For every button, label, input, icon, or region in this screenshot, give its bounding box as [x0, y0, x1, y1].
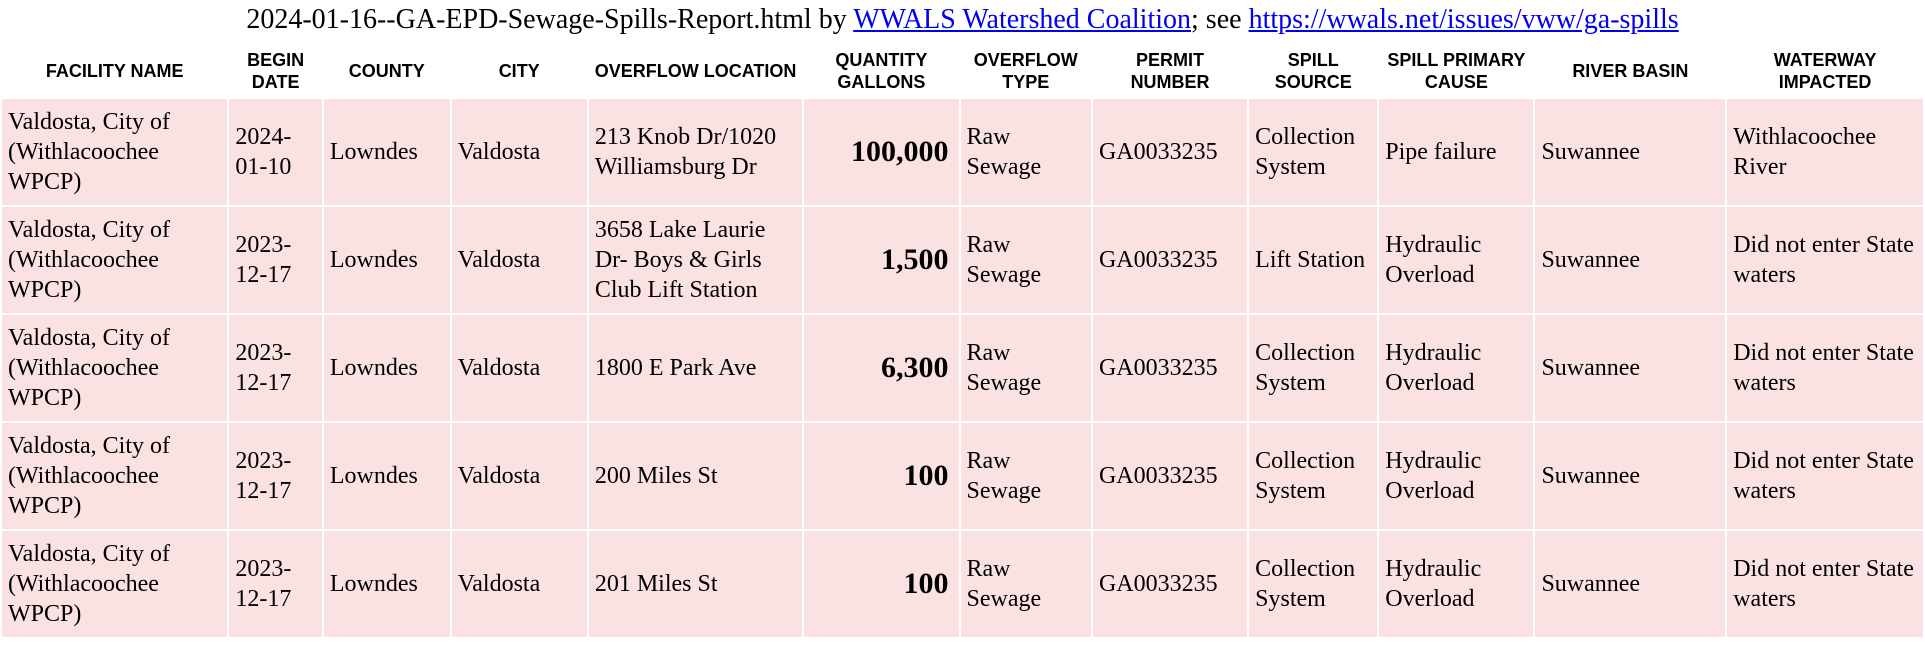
cell-cause: Pipe failure: [1379, 99, 1533, 205]
cell-overflow_type: Raw Sewage: [961, 315, 1091, 421]
cell-permit: GA0033235: [1093, 531, 1247, 637]
cell-county: Lowndes: [324, 531, 450, 637]
col-quantity: QUANTITY GALLONS: [804, 46, 958, 97]
cell-begin_date: 2023-12-17: [229, 423, 322, 529]
cell-waterway: Did not enter State waters: [1727, 207, 1923, 313]
cell-quantity: 6,300: [804, 315, 958, 421]
col-cause: SPILL PRIMARY CAUSE: [1379, 46, 1533, 97]
col-city: CITY: [452, 46, 587, 97]
col-begin-date: BEGIN DATE: [229, 46, 322, 97]
cell-permit: GA0033235: [1093, 423, 1247, 529]
col-waterway: WATERWAY IMPACTED: [1727, 46, 1923, 97]
col-basin: RIVER BASIN: [1535, 46, 1725, 97]
col-source: SPILL SOURCE: [1249, 46, 1377, 97]
table-row: Valdosta, City of (Withlacoochee WPCP)20…: [2, 531, 1923, 637]
cell-waterway: Withlacoochee River: [1727, 99, 1923, 205]
col-facility: FACILITY NAME: [2, 46, 227, 97]
cell-quantity: 100,000: [804, 99, 958, 205]
cell-cause: Hydraulic Overload: [1379, 531, 1533, 637]
cell-location: 200 Miles St: [589, 423, 803, 529]
org-link[interactable]: WWALS Watershed Coalition: [853, 4, 1191, 35]
cell-begin_date: 2024-01-10: [229, 99, 322, 205]
cell-location: 201 Miles St: [589, 531, 803, 637]
cell-basin: Suwannee: [1535, 531, 1725, 637]
cell-location: 3658 Lake Laurie Dr- Boys & Girls Club L…: [589, 207, 803, 313]
spills-table: FACILITY NAME BEGIN DATE COUNTY CITY OVE…: [0, 44, 1925, 639]
cell-location: 1800 E Park Ave: [589, 315, 803, 421]
title-middle: ; see: [1191, 4, 1249, 35]
cell-basin: Suwannee: [1535, 315, 1725, 421]
title-prefix: 2024-01-16--GA-EPD-Sewage-Spills-Report.…: [246, 4, 853, 35]
cell-overflow_type: Raw Sewage: [961, 423, 1091, 529]
cell-waterway: Did not enter State waters: [1727, 423, 1923, 529]
cell-permit: GA0033235: [1093, 315, 1247, 421]
cell-source: Collection System: [1249, 315, 1377, 421]
cell-source: Collection System: [1249, 423, 1377, 529]
cell-permit: GA0033235: [1093, 207, 1247, 313]
cell-basin: Suwannee: [1535, 423, 1725, 529]
cell-overflow_type: Raw Sewage: [961, 99, 1091, 205]
cell-begin_date: 2023-12-17: [229, 315, 322, 421]
col-permit: PERMIT NUMBER: [1093, 46, 1247, 97]
cell-quantity: 100: [804, 531, 958, 637]
cell-county: Lowndes: [324, 315, 450, 421]
cell-facility: Valdosta, City of (Withlacoochee WPCP): [2, 531, 227, 637]
cell-cause: Hydraulic Overload: [1379, 207, 1533, 313]
cell-permit: GA0033235: [1093, 99, 1247, 205]
cell-waterway: Did not enter State waters: [1727, 531, 1923, 637]
cell-cause: Hydraulic Overload: [1379, 315, 1533, 421]
page-title-line: 2024-01-16--GA-EPD-Sewage-Spills-Report.…: [0, 0, 1925, 44]
cell-location: 213 Knob Dr/1020 Williamsburg Dr: [589, 99, 803, 205]
cell-cause: Hydraulic Overload: [1379, 423, 1533, 529]
cell-quantity: 1,500: [804, 207, 958, 313]
col-location: OVERFLOW LOCATION: [589, 46, 803, 97]
cell-waterway: Did not enter State waters: [1727, 315, 1923, 421]
cell-basin: Suwannee: [1535, 99, 1725, 205]
cell-county: Lowndes: [324, 207, 450, 313]
cell-city: Valdosta: [452, 315, 587, 421]
table-row: Valdosta, City of (Withlacoochee WPCP)20…: [2, 423, 1923, 529]
table-row: Valdosta, City of (Withlacoochee WPCP)20…: [2, 315, 1923, 421]
col-county: COUNTY: [324, 46, 450, 97]
cell-facility: Valdosta, City of (Withlacoochee WPCP): [2, 207, 227, 313]
cell-source: Collection System: [1249, 99, 1377, 205]
cell-source: Lift Station: [1249, 207, 1377, 313]
table-row: Valdosta, City of (Withlacoochee WPCP)20…: [2, 99, 1923, 205]
cell-city: Valdosta: [452, 423, 587, 529]
table-header-row: FACILITY NAME BEGIN DATE COUNTY CITY OVE…: [2, 46, 1923, 97]
cell-facility: Valdosta, City of (Withlacoochee WPCP): [2, 423, 227, 529]
cell-begin_date: 2023-12-17: [229, 207, 322, 313]
col-type: OVERFLOW TYPE: [961, 46, 1091, 97]
cell-city: Valdosta: [452, 99, 587, 205]
table-row: Valdosta, City of (Withlacoochee WPCP)20…: [2, 207, 1923, 313]
cell-overflow_type: Raw Sewage: [961, 207, 1091, 313]
cell-begin_date: 2023-12-17: [229, 531, 322, 637]
url-link[interactable]: https://wwals.net/issues/vww/ga-spills: [1249, 4, 1679, 35]
cell-overflow_type: Raw Sewage: [961, 531, 1091, 637]
cell-city: Valdosta: [452, 207, 587, 313]
cell-city: Valdosta: [452, 531, 587, 637]
cell-county: Lowndes: [324, 423, 450, 529]
cell-basin: Suwannee: [1535, 207, 1725, 313]
cell-county: Lowndes: [324, 99, 450, 205]
cell-quantity: 100: [804, 423, 958, 529]
cell-facility: Valdosta, City of (Withlacoochee WPCP): [2, 315, 227, 421]
cell-facility: Valdosta, City of (Withlacoochee WPCP): [2, 99, 227, 205]
cell-source: Collection System: [1249, 531, 1377, 637]
